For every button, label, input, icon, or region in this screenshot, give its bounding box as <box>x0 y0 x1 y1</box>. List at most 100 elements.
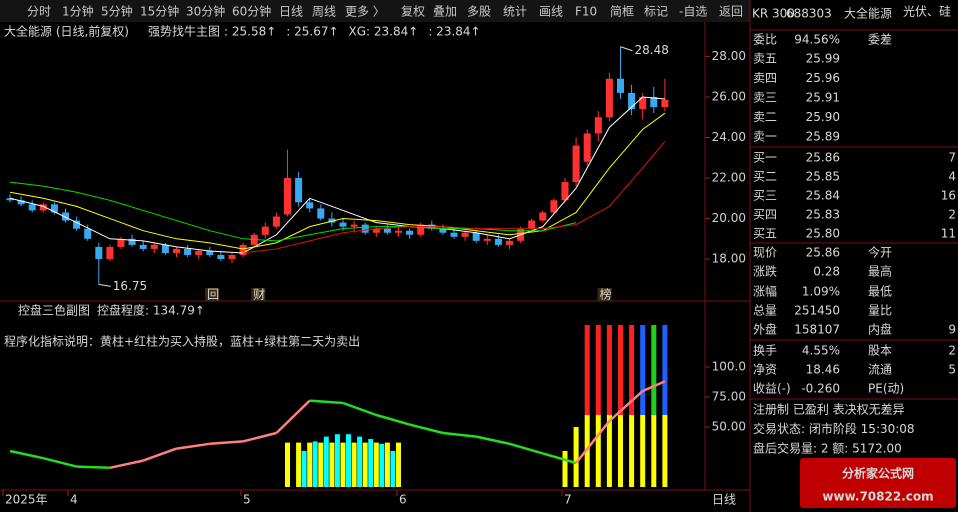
indicator-line <box>409 423 444 435</box>
sub-note: 程序化指标说明：黄柱+红柱为买入持股，蓝柱+绿柱第二天为卖出 <box>4 334 360 349</box>
event-marker: 回 <box>207 288 219 302</box>
toolbar-tab[interactable]: 更多 〉 <box>345 5 385 19</box>
candle-body <box>661 99 669 108</box>
candle-body <box>583 133 591 162</box>
low-label: 16.75 <box>113 279 147 293</box>
indicator-bar <box>606 325 612 415</box>
candle-body <box>572 145 580 183</box>
toolbar-tab[interactable]: 画线 <box>539 5 563 19</box>
indicator-line <box>575 420 611 464</box>
indicator-bar <box>573 427 579 487</box>
indicator-line <box>375 413 410 426</box>
candle-body <box>128 238 136 245</box>
candle-body <box>106 246 114 260</box>
indicator-line <box>542 452 577 465</box>
quote-label: 买三 <box>753 189 777 203</box>
quote-value: 2 <box>948 344 956 358</box>
indicator-reading: : 25.67↑ <box>286 25 338 39</box>
quote-value: 158107 <box>794 323 840 337</box>
toolbar-tab[interactable]: F10 <box>575 5 597 19</box>
toolbar-tab[interactable]: -自选 <box>679 5 707 19</box>
quote-label: 净资 <box>753 363 777 377</box>
ma-line <box>9 96 665 254</box>
toolbar-tab[interactable]: 60分钟 <box>232 4 271 19</box>
stock-code: 688303 <box>786 7 832 21</box>
event-marker-box <box>205 288 220 301</box>
toolbar-tab[interactable]: 统计 <box>503 5 527 19</box>
time-label: 5 <box>243 493 251 507</box>
candle-body <box>439 228 447 233</box>
indicator-bar <box>640 325 646 415</box>
candle-body <box>28 204 36 211</box>
toolbar-tab[interactable]: 叠加 <box>433 5 457 19</box>
indicator-bar <box>301 451 307 487</box>
quote-value: 0.28 <box>813 265 840 279</box>
quote-label: 委差 <box>868 33 892 47</box>
bid-volume: 7 <box>948 151 956 165</box>
toolbar-tab[interactable]: 多股 <box>467 5 491 19</box>
indicator-reading: XG: 23.84↑ <box>349 25 419 39</box>
toolbar-tab[interactable]: 返回 <box>719 5 743 19</box>
indicator-bar <box>662 325 668 415</box>
indicator-line <box>275 399 311 434</box>
main-title: 大全能源 (日线,前复权) <box>4 24 129 39</box>
indicator-line <box>475 435 510 446</box>
candle-body <box>539 212 547 221</box>
quote-label: 买四 <box>753 208 777 222</box>
quote-value: 25.85 <box>806 170 840 184</box>
candle-body <box>494 238 502 245</box>
time-label: 7 <box>564 493 572 507</box>
quote-value: 94.56% <box>794 33 840 47</box>
indicator-bar <box>640 415 646 487</box>
candle-body <box>17 200 25 205</box>
y-tick-label: 22.00 <box>712 171 746 185</box>
indicator-line <box>608 390 644 422</box>
toolbar-tab[interactable]: 1分钟 <box>62 4 94 19</box>
toolbar-tab[interactable]: 简框 <box>610 5 634 19</box>
indicator-line <box>109 459 144 470</box>
toolbar-tab[interactable]: 5分钟 <box>101 4 133 19</box>
candle-body <box>339 222 347 227</box>
watermark-url: www.70822.com <box>822 490 933 504</box>
candle-body <box>150 244 158 249</box>
event-marker-box <box>251 288 266 301</box>
candle-body <box>594 117 602 134</box>
event-marker-box <box>597 288 612 301</box>
toolbar-tab[interactable]: 分时 <box>27 5 51 19</box>
quote-value: 25.86 <box>806 151 840 165</box>
indicator-name: 强势找牛主图 <box>148 24 220 39</box>
candle-body <box>284 178 291 215</box>
candle-body <box>472 232 480 241</box>
event-marker: 榜 <box>600 287 612 302</box>
toolbar-tab[interactable]: 周线 <box>312 5 336 19</box>
toolbar-tab[interactable]: 日线 <box>279 5 303 19</box>
toolbar-tab[interactable]: 复权 <box>401 5 425 19</box>
indicator-bar <box>396 442 401 487</box>
indicator-bar <box>307 442 313 487</box>
indicator-bar <box>318 442 324 487</box>
toolbar-tab[interactable]: 标记 <box>644 5 668 19</box>
candle-body <box>195 250 203 256</box>
toolbar-tab[interactable]: 30分钟 <box>186 4 225 19</box>
candle-body <box>117 238 125 247</box>
watermark-title: 分析家公式网 <box>842 466 914 481</box>
indicator-bar <box>346 434 351 487</box>
content: 分时 1分钟 5分钟 15分钟 30分钟 60分钟 日线 周线 更多 〉 复权 叠加 多股 统计 画线 F1… <box>2 4 956 507</box>
indicator-bar <box>296 442 302 487</box>
toolbar <box>0 0 750 22</box>
time-label: 4 <box>70 493 78 507</box>
candle-body <box>528 220 536 229</box>
quote-label: 最低 <box>868 285 892 299</box>
quote-label: 内盘 <box>868 322 892 337</box>
quote-value: 25.80 <box>806 227 840 241</box>
quote-label: 卖一 <box>753 130 777 144</box>
candle-body <box>361 224 369 233</box>
high-pointer <box>620 46 633 52</box>
quote-note: 盘后交易量: 2 额: 5172.00 <box>753 441 902 456</box>
ma-line <box>9 112 666 250</box>
toolbar-tab[interactable]: 15分钟 <box>140 4 179 19</box>
candle-body <box>628 92 636 110</box>
candle-body <box>550 200 558 213</box>
